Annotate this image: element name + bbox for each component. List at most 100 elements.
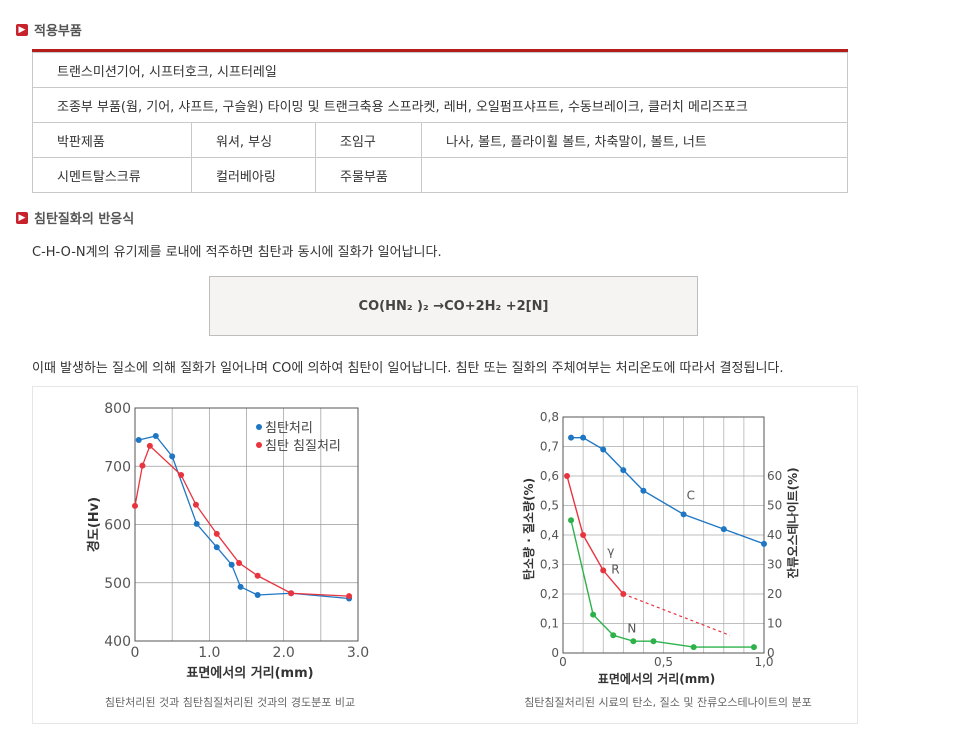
data-point	[600, 567, 607, 574]
data-point	[288, 590, 295, 597]
y-tick-label: 600	[104, 518, 131, 534]
x-axis-label: 표면에서의 거리(mm)	[598, 671, 715, 686]
series-extrapolation	[623, 593, 731, 636]
arrow-bullet-icon: ▶	[16, 23, 28, 36]
data-point	[132, 502, 138, 509]
y-tick-label: 0,2	[540, 587, 559, 601]
data-point	[630, 638, 637, 645]
series-line	[566, 475, 624, 595]
data-point	[213, 530, 220, 537]
table-cell: 컬러베아링	[191, 157, 316, 193]
y-tick-label: 0,4	[540, 528, 559, 542]
chart-panel	[32, 386, 858, 724]
table-row: 시멘트탈스크류 컬러베아링 주물부품	[32, 157, 848, 193]
y-axis-label: 탄소량 · 질소량(%)	[521, 478, 536, 580]
y2-tick-label: 40	[767, 528, 782, 542]
table-cell: 시멘트탈스크류	[32, 157, 192, 193]
y-tick-label: 0,3	[540, 558, 559, 572]
data-point	[139, 462, 146, 469]
y-tick-label: 0	[551, 646, 559, 660]
table-cell: 주물부품	[315, 157, 422, 193]
applied-parts-table: 트랜스미션기어, 시프터호크, 시프터레일 조종부 부품(웜, 기어, 샤프트,…	[32, 52, 848, 193]
chart-caption: 침탄처리된 것과 침탄침질처리된 것과의 경도분포 비교	[105, 696, 355, 709]
section-title: 적용부품	[34, 24, 82, 39]
y-tick-label: 0,1	[540, 617, 559, 631]
x-tick-label: 0	[559, 655, 567, 669]
x-tick-label: 1,0	[754, 655, 773, 669]
data-point	[750, 644, 757, 651]
plot-frame	[562, 416, 765, 654]
y2-tick-label: 60	[767, 469, 782, 483]
y-tick-label: 0,6	[540, 469, 559, 483]
y2-tick-label: 30	[767, 558, 782, 572]
series-line	[571, 436, 765, 545]
data-point	[690, 644, 697, 651]
data-point	[680, 511, 687, 518]
data-point	[178, 471, 185, 478]
data-point	[169, 453, 176, 460]
table-cell: 트랜스미션기어, 시프터호크, 시프터레일	[32, 52, 848, 88]
table-row: 조종부 부품(웜, 기어, 샤프트, 구슬원) 타이밍 및 트랜크축용 스프라켓…	[32, 87, 848, 123]
section-header-applied-parts: ▶ 적용부품	[16, 20, 82, 39]
data-point	[580, 532, 587, 538]
data-point	[146, 442, 153, 449]
data-point	[564, 473, 571, 479]
y-tick-label: 0,7	[540, 440, 559, 454]
data-point	[580, 434, 587, 441]
x-axis-label: 표면에서의 거리(mm)	[186, 665, 313, 681]
y2-tick-label: 50	[767, 499, 782, 513]
y-tick-label: 0,5	[540, 499, 559, 513]
y2-tick-label: 10	[767, 617, 782, 631]
section-title: 침탄질화의 반응식	[34, 212, 135, 227]
y-tick-label: 400	[104, 634, 131, 650]
annotation-gamma: γ	[607, 545, 614, 559]
y2-axis-label: 잔류오스테나이트(%)	[785, 467, 800, 578]
data-point	[650, 638, 657, 645]
data-point	[254, 591, 261, 598]
x-tick-label: 0,5	[654, 655, 673, 669]
table-row: 트랜스미션기어, 시프터호크, 시프터레일	[32, 52, 848, 88]
data-point	[237, 583, 244, 590]
data-point	[720, 526, 727, 533]
data-point	[620, 467, 627, 474]
legend-label: 침탄처리	[265, 421, 313, 436]
y-tick-label: 500	[104, 576, 131, 592]
series-line	[134, 444, 350, 597]
x-tick-label: 3.0	[347, 645, 369, 661]
section-divider	[32, 49, 848, 52]
x-tick-label: 2.0	[273, 645, 295, 661]
data-point	[192, 501, 199, 508]
intro-paragraph: C-H-O-N계의 유기제를 로내에 적주하면 침탄과 동시에 질화가 일어납니…	[32, 245, 442, 260]
x-tick-label: 0	[131, 645, 140, 661]
table-cell	[421, 157, 848, 193]
section-header-reaction: ▶ 침탄질화의 반응식	[16, 208, 134, 227]
table-cell: 조종부 부품(웜, 기어, 샤프트, 구슬원) 타이밍 및 트랜크축용 스프라켓…	[32, 87, 848, 123]
series-label: R	[611, 562, 619, 576]
legend-marker	[256, 424, 262, 430]
explanation-paragraph: 이때 발생하는 질소에 의해 질화가 일어나며 CO에 의하여 침탄이 일어납니…	[32, 361, 784, 376]
data-point	[590, 611, 597, 618]
y2-tick-label: 0	[767, 646, 775, 660]
legend-marker	[256, 442, 262, 448]
legend-label: 침탄 침질처리	[265, 439, 341, 454]
data-point	[568, 434, 575, 441]
chart-caption: 침탄침질처리된 시료의 탄소, 질소 및 잔류오스테나이트의 분포	[524, 696, 812, 709]
series-line	[138, 435, 350, 600]
plot-frame	[134, 407, 359, 642]
series-label: C	[687, 489, 695, 503]
data-point	[600, 446, 607, 453]
y-tick-label: 0,8	[540, 410, 559, 424]
series-label: N	[627, 621, 636, 635]
data-point	[228, 561, 235, 568]
y-tick-label: 700	[104, 459, 131, 475]
y-axis-label: 경도(Hv)	[86, 497, 102, 552]
x-tick-label: 1.0	[198, 645, 220, 661]
data-point	[152, 432, 159, 439]
data-point	[640, 487, 647, 494]
data-point	[193, 520, 200, 527]
y2-tick-label: 20	[767, 587, 782, 601]
arrow-bullet-icon: ▶	[16, 211, 28, 224]
data-point	[610, 632, 617, 639]
series-line	[570, 520, 754, 648]
